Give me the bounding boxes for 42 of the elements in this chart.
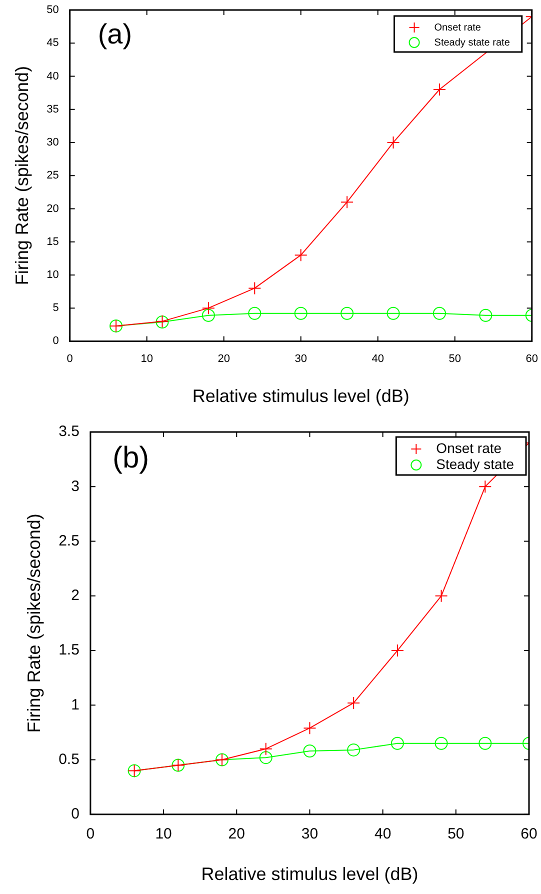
y-tick-label: 40 (46, 70, 59, 82)
y-tick-label: 20 (46, 202, 59, 215)
legend-label: Onset rate (436, 440, 502, 456)
x-tick-label: 20 (228, 826, 245, 843)
x-tick-label: 30 (294, 352, 307, 365)
x-axis-title: Relative stimulus level (dB) (192, 386, 410, 406)
x-tick-label: 50 (448, 352, 461, 365)
x-tick-label: 60 (520, 826, 538, 843)
x-tick-label: 10 (140, 352, 153, 365)
y-tick-label: 2.5 (58, 532, 80, 550)
y-tick-label: 0.5 (58, 750, 80, 768)
x-axis-title: Relative stimulus level (dB) (201, 864, 418, 884)
y-tick-label: 1.5 (58, 642, 80, 659)
y-tick-label: 3.5 (58, 423, 80, 440)
y-tick-label: 2 (71, 587, 80, 604)
x-tick-label: 30 (301, 826, 318, 843)
y-tick-label: 15 (46, 236, 59, 248)
y-tick-label: 3 (71, 478, 80, 495)
y-tick-label: 1 (71, 696, 80, 714)
legend-label: Steady state rate (434, 37, 510, 48)
y-tick-label: 5 (52, 302, 59, 314)
legend-label: Steady state (436, 456, 514, 472)
annotation: (b) (112, 441, 150, 474)
y-tick-label: 50 (46, 4, 59, 16)
y-axis-title: Firing Rate (spikes/second) (24, 514, 44, 733)
y-tick-label: 25 (46, 170, 59, 182)
y-tick-label: 35 (46, 103, 59, 116)
x-tick-label: 20 (218, 352, 230, 365)
y-tick-label: 0 (71, 806, 80, 823)
legend-label: Onset rate (434, 22, 482, 34)
x-tick-label: 60 (526, 352, 538, 365)
x-tick-label: 40 (374, 826, 392, 843)
x-tick-label: 10 (155, 826, 172, 843)
y-tick-label: 10 (46, 268, 59, 281)
x-tick-label: 0 (86, 826, 95, 843)
y-axis-title: Firing Rate (spikes/second) (12, 66, 32, 286)
x-tick-label: 50 (448, 826, 464, 843)
y-tick-label: 30 (46, 136, 59, 149)
x-tick-label: 40 (372, 352, 384, 365)
y-tick-label: 45 (46, 37, 59, 50)
annotation: (a) (98, 18, 132, 50)
y-tick-label: 0 (52, 335, 59, 348)
